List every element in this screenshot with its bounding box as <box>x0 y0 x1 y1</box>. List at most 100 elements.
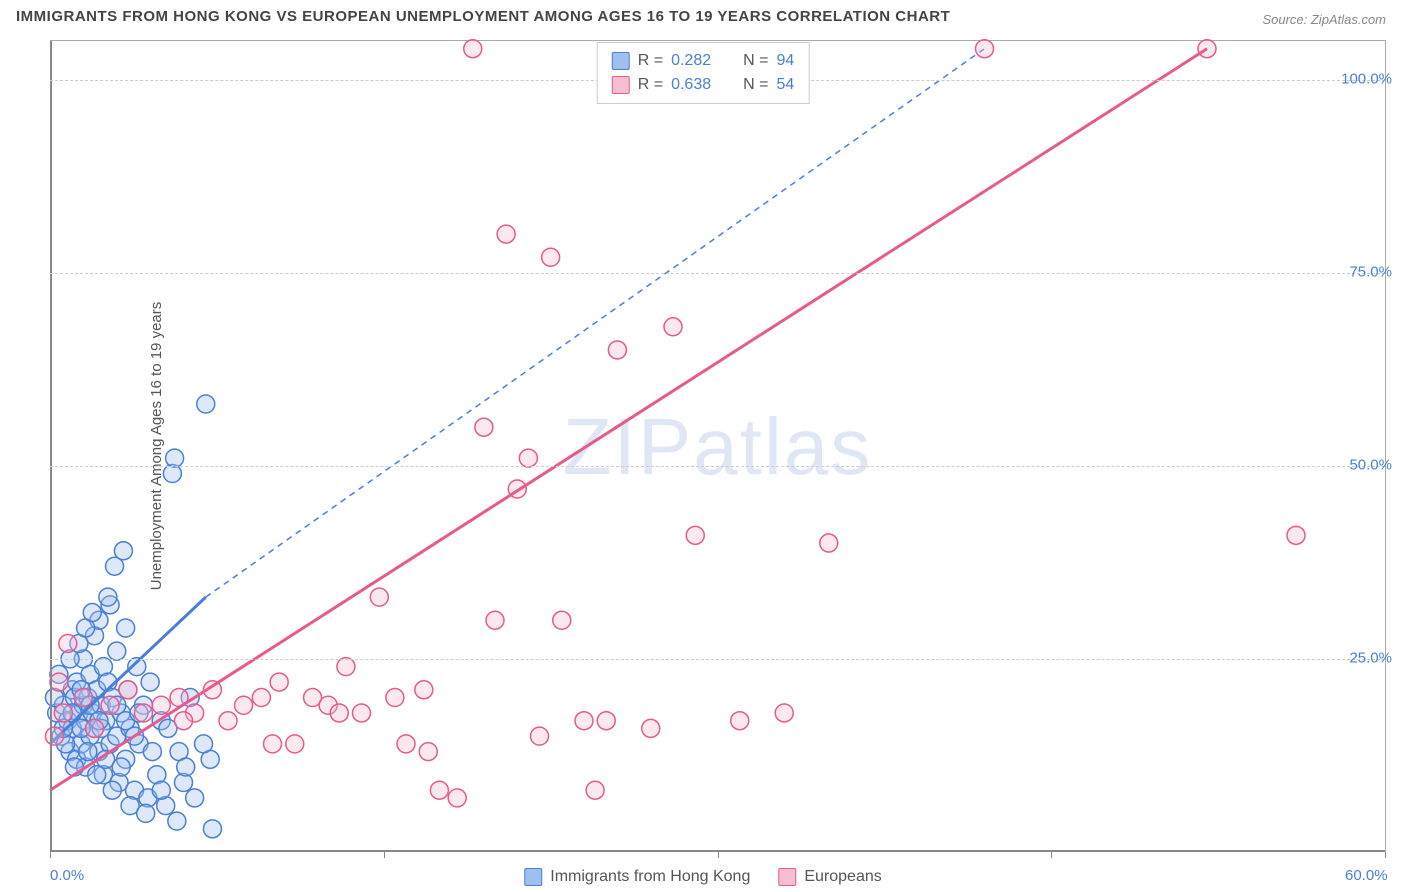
data-point <box>219 712 237 730</box>
data-point <box>141 673 159 691</box>
correlation-legend-row: R = 0.282 N = 94 <box>612 49 795 73</box>
x-tick-label: 60.0% <box>1345 867 1388 884</box>
n-value-1: 54 <box>776 73 794 97</box>
data-point <box>117 619 135 637</box>
data-point <box>152 781 170 799</box>
data-point <box>531 727 549 745</box>
data-point <box>1287 526 1305 544</box>
data-point <box>976 40 994 58</box>
x-tick <box>718 852 719 858</box>
data-point <box>430 781 448 799</box>
data-point <box>686 526 704 544</box>
legend-swatch-bottom-1 <box>778 868 796 886</box>
data-point <box>108 642 126 660</box>
legend-item-0: Immigrants from Hong Kong <box>524 868 750 886</box>
data-point <box>475 418 493 436</box>
data-point <box>370 588 388 606</box>
legend-swatch-bottom-0 <box>524 868 542 886</box>
data-point <box>775 704 793 722</box>
data-point <box>337 658 355 676</box>
data-point <box>203 820 221 838</box>
data-point <box>252 689 270 707</box>
data-point <box>553 611 571 629</box>
n-value-0: 94 <box>776 49 794 73</box>
data-point <box>586 781 604 799</box>
legend-label-1: Europeans <box>804 868 881 886</box>
data-point <box>386 689 404 707</box>
y-axis-line <box>50 41 52 852</box>
n-label: N = <box>743 73 768 97</box>
trend-line <box>50 49 1207 790</box>
data-point <box>264 735 282 753</box>
data-point <box>270 673 288 691</box>
data-point <box>137 804 155 822</box>
data-point <box>608 341 626 359</box>
data-point <box>448 789 466 807</box>
data-point <box>519 449 537 467</box>
data-point <box>103 781 121 799</box>
legend-swatch-series-1 <box>612 76 630 94</box>
legend-swatch-series-0 <box>612 52 630 70</box>
y-tick-label: 50.0% <box>1349 456 1392 473</box>
y-tick-label: 75.0% <box>1349 263 1392 280</box>
data-point <box>54 704 72 722</box>
legend-item-1: Europeans <box>778 868 881 886</box>
data-point <box>195 735 213 753</box>
data-point <box>664 318 682 336</box>
data-point <box>415 681 433 699</box>
r-label: R = <box>638 49 663 73</box>
data-point <box>186 789 204 807</box>
data-point <box>597 712 615 730</box>
x-tick <box>1051 852 1052 858</box>
data-point <box>197 395 215 413</box>
plot-svg <box>50 41 1385 852</box>
data-point <box>820 534 838 552</box>
data-point <box>114 542 132 560</box>
data-point <box>575 712 593 730</box>
data-point <box>143 743 161 761</box>
chart-title: IMMIGRANTS FROM HONG KONG VS EUROPEAN UN… <box>16 8 950 25</box>
data-point <box>486 611 504 629</box>
trend-line-extrapolated <box>206 49 985 597</box>
data-point <box>99 588 117 606</box>
gridline <box>50 659 1385 660</box>
plot-area: ZIPatlas <box>50 40 1386 852</box>
correlation-legend-row: R = 0.638 N = 54 <box>612 73 795 97</box>
data-point <box>542 248 560 266</box>
data-point <box>168 812 186 830</box>
data-point <box>397 735 415 753</box>
data-point <box>1198 40 1216 58</box>
x-tick <box>1385 852 1386 858</box>
data-point <box>152 696 170 714</box>
n-label: N = <box>743 49 768 73</box>
r-value-1: 0.638 <box>671 73 711 97</box>
gridline <box>50 466 1385 467</box>
data-point <box>497 225 515 243</box>
data-point <box>419 743 437 761</box>
data-point <box>166 449 184 467</box>
data-point <box>112 758 130 776</box>
legend-label-0: Immigrants from Hong Kong <box>550 868 750 886</box>
data-point <box>286 735 304 753</box>
x-tick-label: 0.0% <box>50 867 84 884</box>
data-point <box>101 696 119 714</box>
y-tick-label: 25.0% <box>1349 649 1392 666</box>
data-point <box>134 704 152 722</box>
data-point <box>86 719 104 737</box>
data-point <box>83 604 101 622</box>
data-point <box>464 40 482 58</box>
correlation-legend: R = 0.282 N = 94 R = 0.638 N = 54 <box>597 42 810 104</box>
series-legend: Immigrants from Hong Kong Europeans <box>524 868 881 886</box>
data-point <box>330 704 348 722</box>
y-tick-label: 100.0% <box>1341 70 1392 87</box>
x-tick <box>384 852 385 858</box>
data-point <box>74 689 92 707</box>
x-tick <box>50 852 51 858</box>
data-point <box>177 758 195 776</box>
gridline <box>50 273 1385 274</box>
data-point <box>175 712 193 730</box>
data-point <box>119 681 137 699</box>
data-point <box>50 673 68 691</box>
data-point <box>642 719 660 737</box>
chart-source: Source: ZipAtlas.com <box>1262 12 1386 27</box>
